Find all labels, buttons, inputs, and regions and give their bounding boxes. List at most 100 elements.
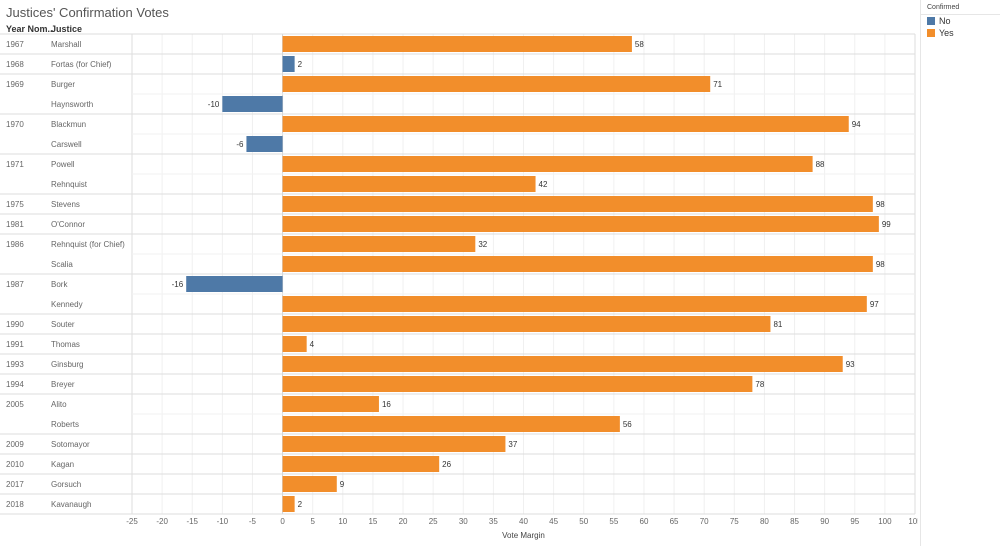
year-label: 1994 xyxy=(6,380,24,389)
bar xyxy=(282,76,711,92)
data-label: 88 xyxy=(816,160,825,169)
year-label: 1991 xyxy=(6,340,24,349)
justice-label: O'Connor xyxy=(51,220,85,229)
justice-label: Stevens xyxy=(51,200,80,209)
bar xyxy=(282,496,295,512)
x-tick-label: -20 xyxy=(156,517,168,526)
data-label: 98 xyxy=(876,200,885,209)
year-label: 1990 xyxy=(6,320,24,329)
justice-label: Bork xyxy=(51,280,68,289)
justice-label: Fortas (for Chief) xyxy=(51,60,112,69)
bar xyxy=(282,116,849,132)
data-label: 99 xyxy=(882,220,891,229)
justice-label: Powell xyxy=(51,160,75,169)
legend-label-no: No xyxy=(939,16,951,26)
data-label: -16 xyxy=(172,280,184,289)
x-tick-label: -10 xyxy=(217,517,229,526)
x-tick-label: 35 xyxy=(489,517,498,526)
data-label: 78 xyxy=(755,380,764,389)
x-tick-label: -25 xyxy=(126,517,138,526)
justice-label: Sotomayor xyxy=(51,440,90,449)
justice-label: Souter xyxy=(51,320,75,329)
year-label: 1987 xyxy=(6,280,24,289)
year-label: 1968 xyxy=(6,60,24,69)
bar xyxy=(282,456,440,472)
x-tick-label: 65 xyxy=(670,517,679,526)
justice-label: Marshall xyxy=(51,40,81,49)
year-header[interactable]: Year Nom.. xyxy=(6,24,53,34)
year-label: 1986 xyxy=(6,240,24,249)
bar xyxy=(282,436,506,452)
bar xyxy=(186,276,283,292)
year-label: 1971 xyxy=(6,160,24,169)
bar xyxy=(282,416,620,432)
justice-label: Roberts xyxy=(51,420,79,429)
x-tick-label: 15 xyxy=(368,517,377,526)
data-label: 32 xyxy=(478,240,487,249)
data-label: 2 xyxy=(298,60,303,69)
bar xyxy=(282,156,813,172)
justice-label: Rehnquist (for Chief) xyxy=(51,240,125,249)
year-label: 1981 xyxy=(6,220,24,229)
data-label: 71 xyxy=(713,80,722,89)
legend-title: Confirmed xyxy=(921,0,1000,15)
x-tick-label: -15 xyxy=(186,517,198,526)
justice-label: Kagan xyxy=(51,460,74,469)
data-label: 26 xyxy=(442,460,451,469)
chart-title: Justices' Confirmation Votes xyxy=(6,5,169,20)
year-label: 2009 xyxy=(6,440,24,449)
justice-label: Kavanaugh xyxy=(51,500,91,509)
year-label: 1993 xyxy=(6,360,24,369)
x-tick-label: 0 xyxy=(280,517,285,526)
year-label: 2018 xyxy=(6,500,24,509)
legend-swatch-no xyxy=(927,17,935,25)
data-label: -10 xyxy=(208,100,220,109)
legend-label-yes: Yes xyxy=(939,28,954,38)
data-label: 9 xyxy=(340,480,345,489)
x-axis-title: Vote Margin xyxy=(502,531,545,540)
data-label: 56 xyxy=(623,420,632,429)
data-label: 98 xyxy=(876,260,885,269)
x-tick-label: 40 xyxy=(519,517,528,526)
year-label: 1967 xyxy=(6,40,24,49)
x-tick-label: 60 xyxy=(640,517,649,526)
bar xyxy=(282,196,873,212)
x-tick-label: 25 xyxy=(429,517,438,526)
year-label: 1970 xyxy=(6,120,24,129)
bar xyxy=(246,136,283,152)
bar xyxy=(282,476,337,492)
data-label: 93 xyxy=(846,360,855,369)
year-label: 2017 xyxy=(6,480,24,489)
x-tick-label: 50 xyxy=(579,517,588,526)
x-tick-label: 100 xyxy=(878,517,892,526)
data-label: 58 xyxy=(635,40,644,49)
x-tick-label: 95 xyxy=(850,517,859,526)
year-label: 2010 xyxy=(6,460,24,469)
x-tick-label: 70 xyxy=(700,517,709,526)
x-tick-label: 90 xyxy=(820,517,829,526)
bar xyxy=(222,96,283,112)
data-label: 94 xyxy=(852,120,861,129)
legend-item-no[interactable]: No xyxy=(921,15,1000,27)
x-tick-label: 20 xyxy=(399,517,408,526)
bar xyxy=(282,176,536,192)
legend: Confirmed No Yes xyxy=(920,0,1000,546)
justice-label: Rehnquist xyxy=(51,180,88,189)
justice-label: Burger xyxy=(51,80,75,89)
x-tick-label: 10 xyxy=(338,517,347,526)
x-tick-label: 75 xyxy=(730,517,739,526)
data-label: 4 xyxy=(310,340,315,349)
x-tick-label: 85 xyxy=(790,517,799,526)
justice-label: Scalia xyxy=(51,260,73,269)
year-label: 1969 xyxy=(6,80,24,89)
data-label: -6 xyxy=(236,140,244,149)
legend-item-yes[interactable]: Yes xyxy=(921,27,1000,39)
data-label: 97 xyxy=(870,300,879,309)
bar xyxy=(282,296,867,312)
x-tick-label: 30 xyxy=(459,517,468,526)
justice-header[interactable]: Justice xyxy=(51,24,83,34)
x-tick-label: 105 xyxy=(908,517,918,526)
x-tick-label: 45 xyxy=(549,517,558,526)
x-tick-label: 80 xyxy=(760,517,769,526)
legend-swatch-yes xyxy=(927,29,935,37)
